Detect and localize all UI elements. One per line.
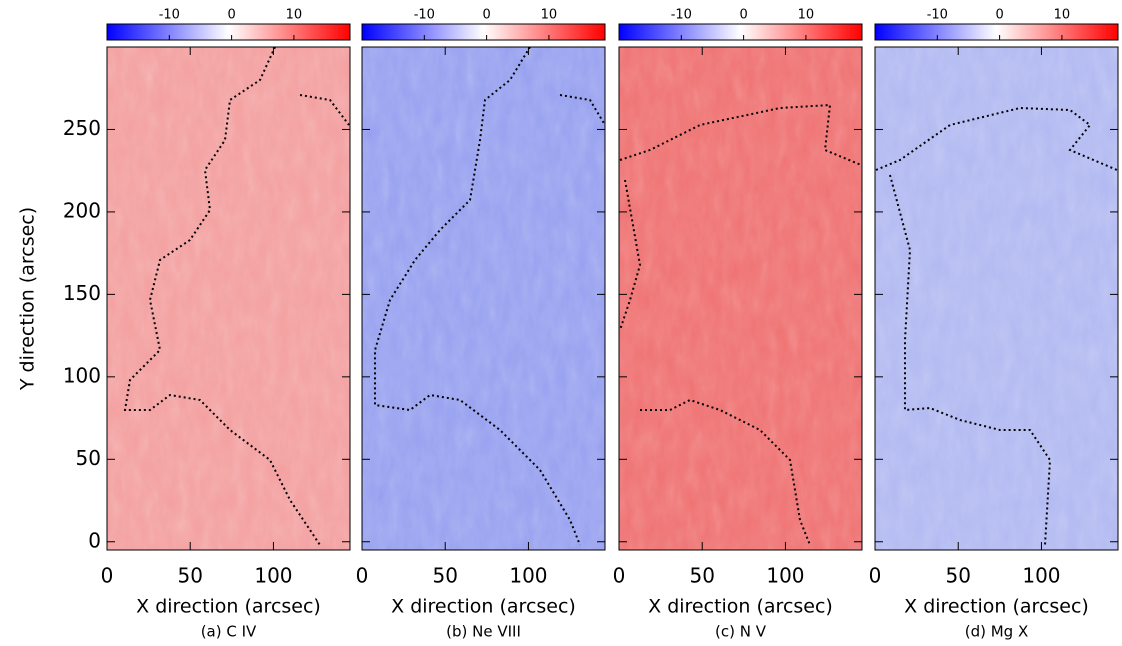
colorbar-tick-label: 10 bbox=[1054, 8, 1071, 23]
x-tick-label: 100 bbox=[1022, 564, 1060, 588]
y-tick-label: 250 bbox=[63, 116, 101, 140]
colorbar bbox=[618, 23, 863, 41]
colorbar-tick-label: -10 bbox=[671, 8, 692, 23]
map-texture bbox=[107, 47, 350, 550]
colorbar-tick-label: 10 bbox=[798, 8, 815, 23]
x-tick-label: 50 bbox=[177, 564, 202, 588]
colorbar-tick-label: -10 bbox=[414, 8, 435, 23]
panel-caption: (a) C IV bbox=[201, 623, 257, 641]
contour bbox=[640, 398, 811, 546]
contour bbox=[619, 103, 862, 166]
map-texture bbox=[362, 47, 605, 550]
x-tick-label: 0 bbox=[356, 564, 369, 588]
map-texture bbox=[619, 47, 862, 550]
x-tick-label: 100 bbox=[509, 564, 547, 588]
map-texture bbox=[875, 47, 1118, 550]
panel: 0 50 100 X direction (arcsec) (c) N V -10 0 10 bbox=[613, 8, 863, 641]
colorbar-tick-label: 0 bbox=[995, 8, 1003, 23]
colorbar bbox=[106, 23, 351, 41]
panel-caption: (d) Mg X bbox=[965, 623, 1029, 641]
colorbar bbox=[874, 23, 1119, 41]
y-axis-label: Y direction (arcsec) bbox=[17, 207, 39, 391]
x-tick-label: 0 bbox=[869, 564, 882, 588]
plot-frame bbox=[106, 46, 351, 551]
colorbar-tick-label: 0 bbox=[739, 8, 747, 23]
contours bbox=[123, 46, 1118, 546]
colorbar-tick-label: 10 bbox=[541, 8, 558, 23]
x-tick-label: 50 bbox=[689, 564, 714, 588]
panel-caption: (c) N V bbox=[715, 623, 767, 641]
contour bbox=[559, 94, 606, 126]
y-tick-label: 150 bbox=[63, 281, 101, 305]
colorbar-tick-label: 0 bbox=[482, 8, 490, 23]
colorbar bbox=[361, 23, 606, 41]
x-axis-label: X direction (arcsec) bbox=[391, 596, 576, 618]
x-axis-label: X direction (arcsec) bbox=[904, 596, 1089, 618]
panel-caption: (b) Ne VIII bbox=[446, 623, 521, 641]
x-tick-label: 0 bbox=[613, 564, 626, 588]
colorbar-tick-label: 10 bbox=[286, 8, 303, 23]
plot-frame bbox=[361, 46, 606, 551]
plot-frame bbox=[874, 46, 1119, 551]
x-tick-label: 50 bbox=[945, 564, 970, 588]
y-tick-label: 50 bbox=[76, 446, 101, 470]
y-tick-label: 100 bbox=[63, 363, 101, 387]
panel: 0 50 100 X direction (arcsec) (d) Mg X -10 0 10 bbox=[869, 8, 1119, 641]
x-tick-label: 100 bbox=[254, 564, 292, 588]
x-tick-label: 100 bbox=[766, 564, 804, 588]
y-tick-label: 0 bbox=[88, 528, 101, 552]
y-tick-label: 200 bbox=[63, 198, 101, 222]
colorbar-tick-label: -10 bbox=[927, 8, 948, 23]
x-axis-label: X direction (arcsec) bbox=[648, 596, 833, 618]
colorbar-tick-label: -10 bbox=[159, 8, 180, 23]
x-tick-label: 0 bbox=[101, 564, 114, 588]
colorbar-tick-label: 0 bbox=[227, 8, 235, 23]
plot-frame bbox=[618, 46, 863, 551]
x-tick-label: 50 bbox=[432, 564, 457, 588]
contour bbox=[875, 106, 1118, 171]
contour bbox=[299, 94, 350, 126]
x-axis-label: X direction (arcsec) bbox=[136, 596, 321, 618]
